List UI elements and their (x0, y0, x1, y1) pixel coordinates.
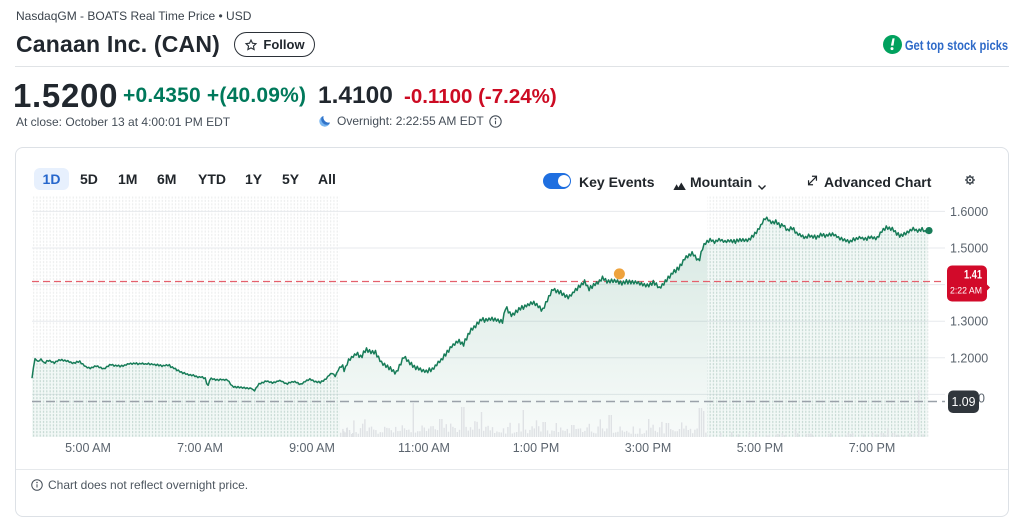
svg-text:1.09: 1.09 (952, 395, 976, 409)
svg-text:9:00 AM: 9:00 AM (289, 441, 335, 455)
svg-text:7:00 AM: 7:00 AM (177, 441, 223, 455)
svg-text:1.41: 1.41 (964, 270, 982, 282)
svg-text:1.5000: 1.5000 (950, 242, 988, 256)
svg-text:5:00 AM: 5:00 AM (65, 441, 111, 455)
svg-text:7:00 PM: 7:00 PM (849, 441, 896, 455)
svg-text:2:22 AM: 2:22 AM (950, 286, 982, 297)
svg-text:3:00 PM: 3:00 PM (625, 441, 672, 455)
svg-text:1.2000: 1.2000 (950, 351, 988, 365)
svg-text:0: 0 (978, 392, 985, 406)
svg-text:1:00 PM: 1:00 PM (513, 441, 560, 455)
svg-text:11:00 AM: 11:00 AM (398, 441, 450, 455)
svg-text:1.6000: 1.6000 (950, 205, 988, 219)
svg-text:5:00 PM: 5:00 PM (737, 441, 784, 455)
svg-text:1.3000: 1.3000 (950, 315, 988, 329)
